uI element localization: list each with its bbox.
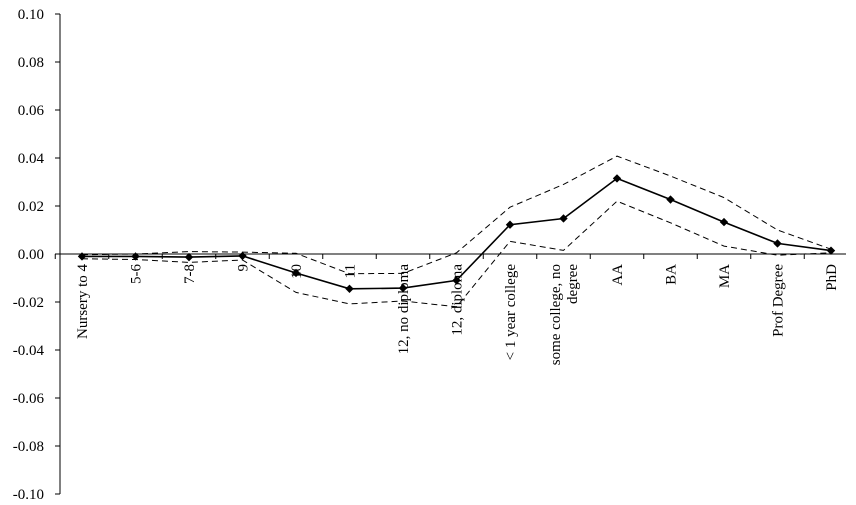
data-point-marker: [131, 252, 140, 261]
y-tick-label: -0.08: [13, 439, 44, 455]
y-tick-label: 0.06: [18, 103, 45, 119]
x-category-label: PhD: [824, 264, 840, 291]
data-point-marker: [398, 283, 408, 293]
data-point-marker: [559, 214, 568, 223]
series-line-2: [81, 155, 832, 275]
x-category-label: 10: [289, 264, 305, 279]
series-line-3: [81, 200, 832, 308]
x-category-label: Prof Degree: [771, 264, 787, 337]
data-point-marker: [345, 284, 354, 293]
series-markers: [77, 174, 836, 293]
data-point-marker: [826, 246, 836, 255]
data-point-marker: [719, 217, 729, 227]
x-category-label: 5-6: [129, 264, 145, 284]
y-tick-label: -0.04: [13, 343, 45, 359]
data-point-marker: [184, 252, 194, 262]
data-point-marker: [77, 252, 87, 261]
x-category-label: 9: [236, 264, 252, 272]
y-axis: 0.10 0.08 0.06 0.04 0.02 0.00 -0.02 -0.04 -0.06 -…: [13, 7, 61, 503]
y-tick-label: 0.02: [18, 199, 44, 215]
y-tick-label: -0.06: [13, 391, 45, 407]
x-category-label: 12, diploma: [450, 264, 466, 336]
x-category-label: BA: [664, 264, 680, 285]
zero-baseline: [54, 253, 846, 259]
data-point-marker: [452, 276, 461, 285]
x-category-label: MA: [717, 264, 733, 288]
x-category-label: 11: [343, 264, 359, 278]
x-category-label: 12, no diploma: [396, 264, 412, 355]
data-point-marker: [505, 220, 515, 229]
x-category-label: 7-8: [182, 264, 198, 284]
x-category-label: Nursery to 4: [75, 264, 91, 339]
y-tick-label: -0.02: [13, 295, 44, 311]
y-tick-label: 0.10: [18, 7, 44, 23]
y-tick-label: 0.08: [18, 55, 44, 71]
data-point-marker: [773, 239, 782, 248]
y-tick-label: 0.04: [18, 151, 45, 167]
y-tick-label: 0.00: [18, 247, 44, 263]
x-category-label: some college, nodegree: [548, 264, 581, 366]
data-point-marker: [291, 268, 301, 278]
x-category-label: AA: [610, 264, 626, 286]
x-axis-labels: Nursery to 4 5-6 7-8 9 10 11 12, no diploma 12,…: [75, 264, 840, 366]
data-point-marker: [238, 251, 247, 261]
y-tick-label: -0.10: [13, 487, 44, 503]
x-category-label: < 1 year college: [503, 264, 519, 361]
data-point-marker: [612, 174, 622, 183]
data-point-marker: [666, 195, 675, 204]
